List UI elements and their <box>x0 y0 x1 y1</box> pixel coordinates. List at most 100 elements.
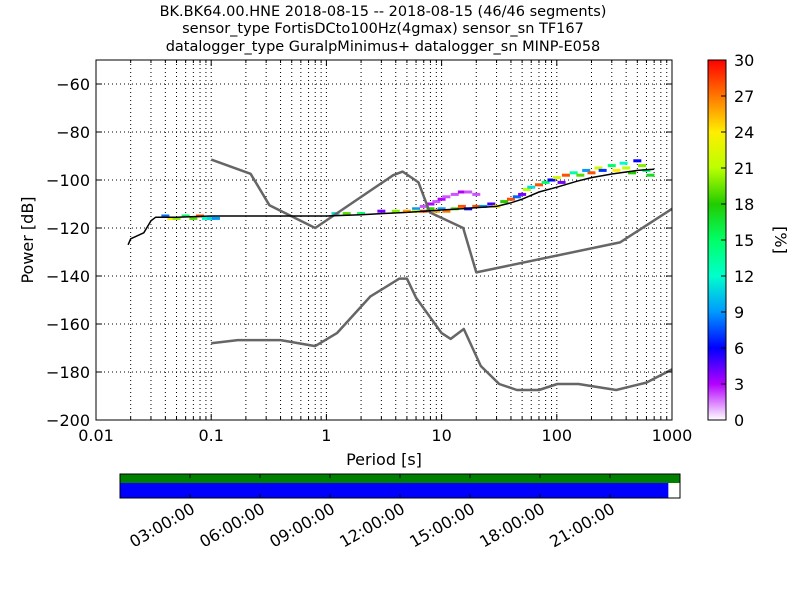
time-tick-label: 09:00:00 <box>266 499 338 551</box>
pdf-cell <box>582 168 591 172</box>
colorbar-tick-label: 3 <box>734 375 744 394</box>
pdf-cell <box>167 216 176 220</box>
time-tick-label: 18:00:00 <box>476 499 548 551</box>
pdf-cell <box>426 207 435 211</box>
colorbar-tick-label: 30 <box>734 51 754 70</box>
title-line-2: sensor_type FortisDCto100Hz(4gmax) senso… <box>182 21 584 37</box>
x-tick-label: 100 <box>542 426 573 445</box>
psd-plot: 0.01 0.1 1 10 100 1000 −200 −180 −160 −140 −120 −1… <box>18 59 692 469</box>
colorbar-tick-label: 12 <box>734 267 754 286</box>
x-axis: 0.01 0.1 1 10 100 1000 <box>78 60 692 445</box>
pdf-cell <box>172 216 181 220</box>
noise-model-high <box>210 158 673 274</box>
pdf-cell <box>161 214 170 218</box>
time-tick-label: 03:00:00 <box>126 499 198 551</box>
noise-model-low <box>211 277 673 392</box>
pdf-cell <box>612 168 621 172</box>
pdf-cell <box>547 178 556 182</box>
plot-background <box>96 60 672 420</box>
y-axis-label: Power [dB] <box>18 196 37 283</box>
colorbar-ticks: 0 3 6 9 12 15 18 21 24 27 30 <box>721 51 754 430</box>
mode-line <box>127 168 655 246</box>
pdf-cell <box>576 173 585 177</box>
pdf-cell <box>464 190 473 194</box>
colorbar-tick-label: 0 <box>734 411 744 430</box>
pdf-cell <box>607 164 616 168</box>
pdf-cell <box>594 166 603 170</box>
pdf-cell <box>506 197 515 201</box>
pdf-cell <box>211 216 220 220</box>
noise-models <box>210 158 673 392</box>
pdf-cell <box>437 207 446 211</box>
pdf-cell <box>412 207 421 211</box>
pdf-cell <box>628 171 637 175</box>
colorbar-tick-label: 15 <box>734 231 754 250</box>
time-tick-label: 15:00:00 <box>406 499 478 551</box>
time-tick-label: 12:00:00 <box>336 499 408 551</box>
title-line-3: datalogger_type GuralpMinimus+ datalogge… <box>166 39 601 55</box>
availability-rows <box>120 474 680 498</box>
pdf-cell <box>450 192 459 196</box>
pdf-cell <box>402 209 411 213</box>
pdf-cell <box>534 183 543 187</box>
pdf-cell <box>518 192 527 196</box>
y-tick-label: −200 <box>46 411 90 430</box>
colorbar-tick-label: 9 <box>734 303 744 322</box>
y-tick-label: −80 <box>56 123 90 142</box>
pdf-cell <box>633 159 642 163</box>
pdf-cell <box>432 200 441 204</box>
pdf-cell <box>638 164 647 168</box>
pdf-cell <box>419 204 428 208</box>
pdf-cell <box>527 185 536 189</box>
pdf-cell <box>587 171 596 175</box>
pdf-cell <box>201 216 210 220</box>
pdf-cell <box>622 166 631 170</box>
x-tick-label: 0.01 <box>78 426 114 445</box>
colorbar-label: [%] <box>771 226 790 254</box>
colorbar-tick-label: 24 <box>734 123 754 142</box>
pdf-cell <box>472 192 481 196</box>
x-tick-label: 0.1 <box>198 426 223 445</box>
pdf-cell <box>522 188 531 192</box>
colorbar-tick-label: 6 <box>734 339 744 358</box>
time-tick-label: 21:00:00 <box>546 499 618 551</box>
pdf-cell <box>557 180 566 184</box>
x-tick-label: 10 <box>431 426 451 445</box>
pdf-cell <box>426 202 435 206</box>
pdf-cell <box>619 161 628 165</box>
pdf-cell <box>442 209 451 213</box>
title-line-1: BK.BK64.00.HNE 2018-08-15 -- 2018-08-15 … <box>160 4 607 20</box>
availability-span <box>120 474 680 483</box>
time-tick-label: 06:00:00 <box>196 499 268 551</box>
plot-frame <box>95 59 673 421</box>
availability-span <box>120 483 669 498</box>
pdf-cell <box>391 209 400 213</box>
colorbar-tick-label: 18 <box>734 195 754 214</box>
pdf-cell <box>472 204 481 208</box>
pdf-cell <box>479 204 488 208</box>
pdf-cell <box>442 195 451 199</box>
pdf-cell <box>189 216 198 220</box>
pdf-cell <box>437 197 446 201</box>
y-tick-label: −180 <box>46 363 90 382</box>
pdf-cell <box>377 209 386 213</box>
pdf-cell <box>432 209 441 213</box>
x-axis-label: Period [s] <box>346 450 422 469</box>
pdf-cell <box>357 212 366 216</box>
pdf-cell <box>342 212 351 216</box>
pdf-cell <box>512 195 521 199</box>
y-tick-label: −160 <box>46 315 90 334</box>
pdf-cell <box>646 173 655 177</box>
mode-line-group <box>127 168 655 246</box>
x-tick-label: 1 <box>321 426 331 445</box>
y-axis: −200 −180 −160 −140 −120 −100 −80 −60 <box>46 75 672 430</box>
plot-grid <box>96 60 672 420</box>
pdf-cell <box>487 202 496 206</box>
colorbar-tick-label: 21 <box>734 159 754 178</box>
colorbar: 0 3 6 9 12 15 18 21 24 27 30 [%] <box>707 51 790 430</box>
pdf-cell <box>181 214 190 218</box>
y-tick-label: −140 <box>46 267 90 286</box>
pdf-cell <box>569 171 578 175</box>
pdf-cell <box>457 190 466 194</box>
